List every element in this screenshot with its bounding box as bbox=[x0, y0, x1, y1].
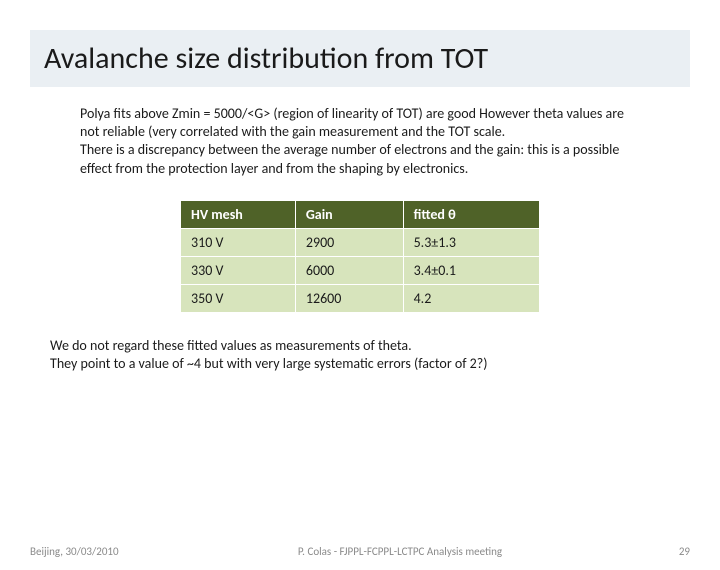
footer-author: P. Colas - FJPPL-FCPPL-LCTPC Analysis me… bbox=[140, 545, 660, 558]
table-header-row: HV mesh Gain fitted θ bbox=[181, 200, 540, 228]
cell-gain: 6000 bbox=[295, 256, 403, 284]
paragraph-text: Polya fits above Zmin = 5000/<G> (region… bbox=[80, 105, 624, 177]
slide-footer: Beijing, 30/03/2010 P. Colas - FJPPL-FCP… bbox=[0, 545, 720, 558]
title-bar: Avalanche size distribution from TOT bbox=[30, 30, 690, 87]
cell-hvmesh: 350 V bbox=[181, 284, 296, 312]
footer-date: Beijing, 30/03/2010 bbox=[30, 545, 140, 558]
cell-gain: 2900 bbox=[295, 228, 403, 256]
table-row: 310 V 2900 5.3±1.3 bbox=[181, 228, 540, 256]
cell-hvmesh: 330 V bbox=[181, 256, 296, 284]
footer-page-number: 29 bbox=[660, 545, 690, 558]
slide-title: Avalanche size distribution from TOT bbox=[44, 40, 676, 77]
note-text: We do not regard these fitted values as … bbox=[50, 337, 488, 372]
body-paragraph: Polya fits above Zmin = 5000/<G> (region… bbox=[80, 105, 640, 178]
table-row: 330 V 6000 3.4±0.1 bbox=[181, 256, 540, 284]
table-row: 350 V 12600 4.2 bbox=[181, 284, 540, 312]
data-table: HV mesh Gain fitted θ 310 V 2900 5.3±1.3… bbox=[180, 200, 540, 313]
data-table-wrap: HV mesh Gain fitted θ 310 V 2900 5.3±1.3… bbox=[180, 200, 540, 313]
col-header-hvmesh: HV mesh bbox=[181, 200, 296, 228]
cell-theta: 5.3±1.3 bbox=[403, 228, 539, 256]
cell-theta: 3.4±0.1 bbox=[403, 256, 539, 284]
cell-gain: 12600 bbox=[295, 284, 403, 312]
col-header-theta: fitted θ bbox=[403, 200, 539, 228]
cell-hvmesh: 310 V bbox=[181, 228, 296, 256]
col-header-gain: Gain bbox=[295, 200, 403, 228]
cell-theta: 4.2 bbox=[403, 284, 539, 312]
footnote-paragraph: We do not regard these fitted values as … bbox=[50, 337, 670, 373]
